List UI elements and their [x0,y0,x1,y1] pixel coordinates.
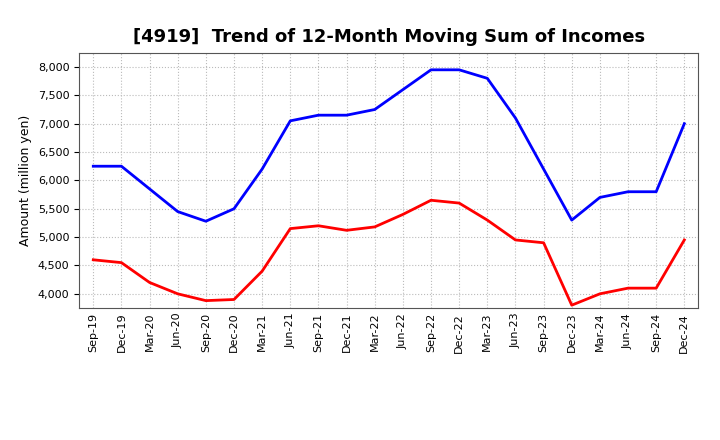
Net Income [174,291,182,297]
Ordinary Income [652,189,660,194]
Ordinary Income [145,186,154,191]
Ordinary Income [399,87,408,92]
Net Income [258,268,266,274]
Y-axis label: Amount (million yen): Amount (million yen) [19,115,32,246]
Ordinary Income [483,76,492,81]
Net Income [595,291,604,297]
Net Income [680,237,688,242]
Ordinary Income [174,209,182,214]
Net Income [230,297,238,302]
Ordinary Income [370,107,379,112]
Ordinary Income [427,67,436,73]
Net Income [89,257,98,262]
Net Income [286,226,294,231]
Ordinary Income [89,164,98,169]
Net Income [652,286,660,291]
Ordinary Income [567,217,576,223]
Ordinary Income [539,166,548,172]
Ordinary Income [314,113,323,118]
Net Income [511,237,520,242]
Net Income [483,217,492,223]
Net Income [145,280,154,285]
Net Income [455,201,464,206]
Line: Net Income: Net Income [94,200,684,305]
Ordinary Income [117,164,126,169]
Net Income [539,240,548,246]
Ordinary Income [595,195,604,200]
Ordinary Income [230,206,238,211]
Line: Ordinary Income: Ordinary Income [94,70,684,221]
Net Income [117,260,126,265]
Ordinary Income [680,121,688,126]
Net Income [399,212,408,217]
Net Income [370,224,379,230]
Ordinary Income [342,113,351,118]
Net Income [567,303,576,308]
Ordinary Income [511,115,520,121]
Net Income [427,198,436,203]
Ordinary Income [624,189,632,194]
Ordinary Income [286,118,294,124]
Title: [4919]  Trend of 12-Month Moving Sum of Incomes: [4919] Trend of 12-Month Moving Sum of I… [132,28,645,46]
Ordinary Income [258,166,266,172]
Net Income [202,298,210,303]
Ordinary Income [455,67,464,73]
Net Income [342,227,351,233]
Net Income [314,223,323,228]
Ordinary Income [202,219,210,224]
Net Income [624,286,632,291]
